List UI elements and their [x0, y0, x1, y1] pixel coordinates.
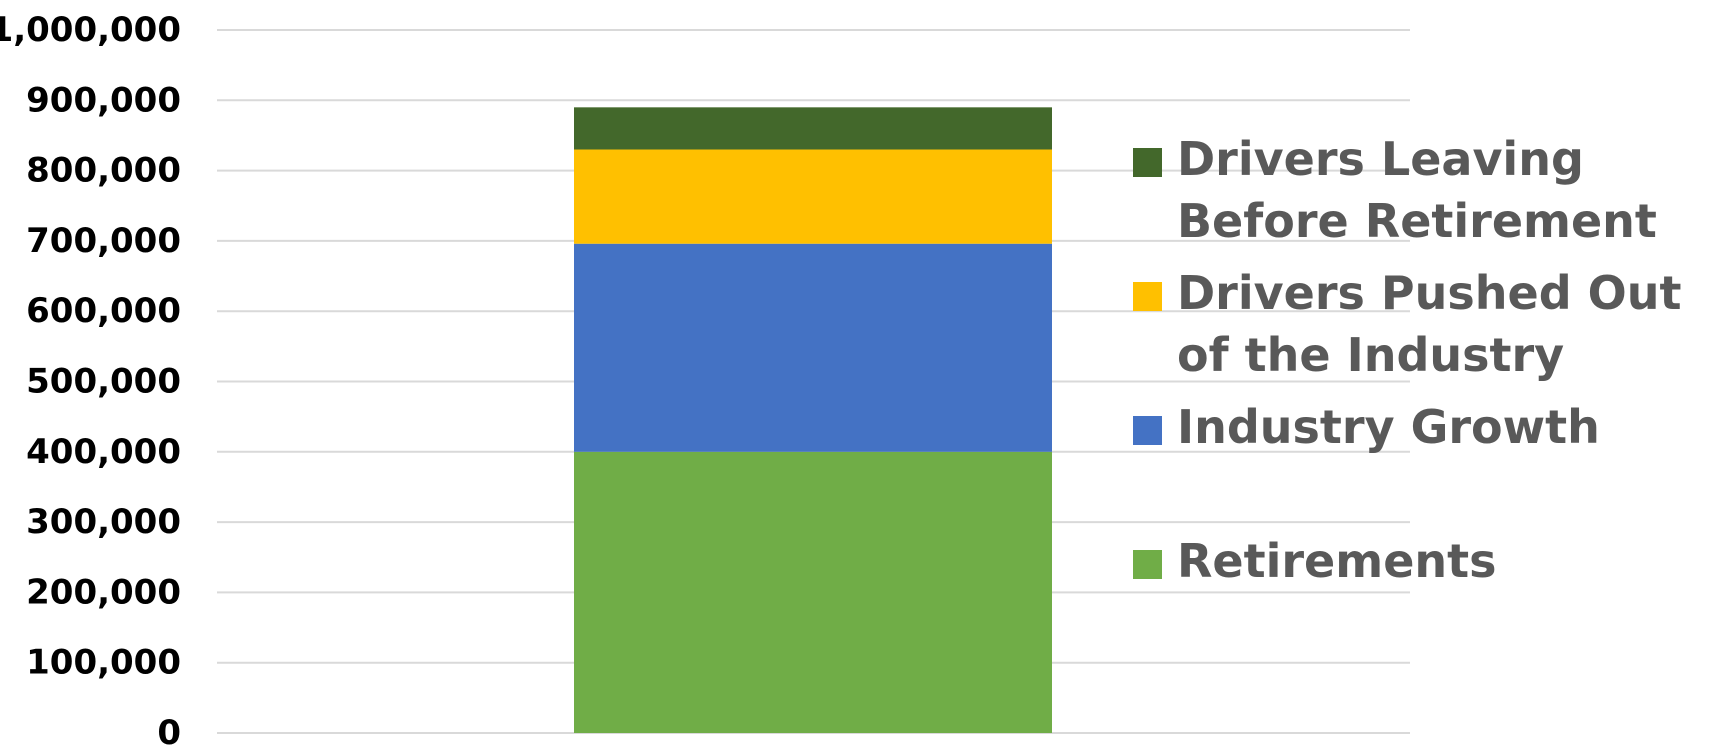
- bar-segment-industry-growth: [574, 243, 1052, 452]
- y-tick-label: 400,000: [26, 432, 181, 472]
- y-tick-label: 800,000: [26, 151, 181, 191]
- y-tick-label: 600,000: [26, 291, 181, 331]
- y-tick-label: 700,000: [26, 221, 181, 261]
- legend-item-drivers-pushed-out: Drivers Pushed Out of the Industry: [1133, 262, 1730, 386]
- legend-swatch: [1133, 550, 1162, 579]
- legend-label: Industry Growth: [1177, 400, 1600, 454]
- bar-segment-drivers-leaving-before-retirement: [574, 107, 1052, 150]
- y-tick-label: 900,000: [26, 80, 181, 120]
- legend-item-drivers-leaving-before-retirement: Drivers Leaving Before Retirement: [1133, 128, 1730, 252]
- legend-item-retirements: Retirements: [1133, 530, 1730, 592]
- y-tick-label: 100,000: [26, 643, 181, 683]
- legend-label: Retirements: [1177, 534, 1497, 588]
- legend-swatch: [1133, 416, 1162, 445]
- legend-label: Drivers Leaving Before Retirement: [1177, 132, 1657, 248]
- y-tick-label: 300,000: [26, 502, 181, 542]
- y-tick-label: 0: [157, 713, 181, 748]
- legend-label: Drivers Pushed Out of the Industry: [1177, 266, 1682, 382]
- bar-segment-drivers-pushed-out-of-the-industry: [574, 149, 1052, 244]
- legend-swatch: [1133, 148, 1162, 177]
- y-tick-label: 500,000: [26, 362, 181, 402]
- bar-segment-retirements: [574, 451, 1052, 733]
- y-tick-label: 1,000,000: [0, 10, 181, 50]
- y-tick-label: 200,000: [26, 572, 181, 612]
- legend-item-industry-growth: Industry Growth: [1133, 396, 1730, 458]
- legend-swatch: [1133, 282, 1162, 311]
